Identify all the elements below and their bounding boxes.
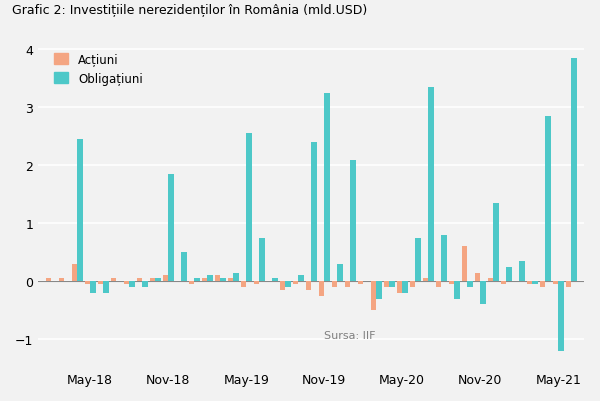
Bar: [103, 282, 109, 293]
Bar: [389, 282, 395, 287]
Bar: [311, 143, 317, 282]
Bar: [571, 59, 577, 282]
Bar: [306, 282, 311, 290]
Bar: [280, 282, 285, 290]
Legend: Acțiuni, Obligațiuni: Acțiuni, Obligațiuni: [50, 49, 148, 90]
Bar: [189, 282, 194, 284]
Bar: [202, 279, 207, 282]
Bar: [155, 279, 161, 282]
Bar: [397, 282, 402, 293]
Bar: [259, 238, 265, 282]
Bar: [137, 279, 142, 282]
Bar: [501, 282, 506, 284]
Bar: [98, 282, 103, 284]
Bar: [532, 282, 538, 284]
Bar: [46, 279, 51, 282]
Bar: [254, 282, 259, 284]
Bar: [350, 160, 356, 282]
Bar: [163, 276, 168, 282]
Text: Sursa: IIF: Sursa: IIF: [323, 330, 375, 340]
Bar: [129, 282, 134, 287]
Bar: [215, 276, 220, 282]
Bar: [150, 279, 155, 282]
Bar: [371, 282, 376, 310]
Bar: [462, 247, 467, 282]
Bar: [285, 282, 290, 287]
Bar: [358, 282, 363, 284]
Bar: [384, 282, 389, 287]
Bar: [241, 282, 246, 287]
Bar: [207, 276, 212, 282]
Bar: [553, 282, 558, 284]
Bar: [324, 94, 329, 282]
Bar: [228, 279, 233, 282]
Bar: [181, 253, 187, 282]
Bar: [194, 279, 200, 282]
Bar: [410, 282, 415, 287]
Bar: [337, 264, 343, 282]
Bar: [72, 264, 77, 282]
Bar: [467, 282, 473, 287]
Bar: [519, 261, 524, 282]
Bar: [449, 282, 454, 284]
Bar: [545, 117, 551, 282]
Bar: [441, 235, 446, 282]
Bar: [124, 282, 129, 284]
Bar: [402, 282, 407, 293]
Bar: [220, 279, 226, 282]
Bar: [85, 282, 90, 284]
Bar: [111, 279, 116, 282]
Bar: [298, 276, 304, 282]
Bar: [59, 279, 64, 282]
Bar: [454, 282, 460, 299]
Bar: [558, 282, 563, 351]
Bar: [488, 279, 493, 282]
Bar: [233, 273, 239, 282]
Bar: [168, 174, 173, 282]
Text: Grafic 2: Investițiile nerezidenților în România (mld.USD): Grafic 2: Investițiile nerezidenților în…: [12, 4, 367, 17]
Bar: [319, 282, 324, 296]
Bar: [77, 140, 83, 282]
Bar: [90, 282, 95, 293]
Bar: [332, 282, 337, 287]
Bar: [345, 282, 350, 287]
Bar: [493, 203, 499, 282]
Bar: [540, 282, 545, 287]
Bar: [246, 134, 251, 282]
Bar: [423, 279, 428, 282]
Bar: [436, 282, 441, 287]
Bar: [475, 273, 480, 282]
Bar: [415, 238, 421, 282]
Bar: [428, 88, 434, 282]
Bar: [566, 282, 571, 287]
Bar: [272, 279, 278, 282]
Bar: [480, 282, 485, 305]
Bar: [506, 267, 512, 282]
Bar: [293, 282, 298, 284]
Bar: [376, 282, 382, 299]
Bar: [142, 282, 148, 287]
Bar: [527, 282, 532, 284]
